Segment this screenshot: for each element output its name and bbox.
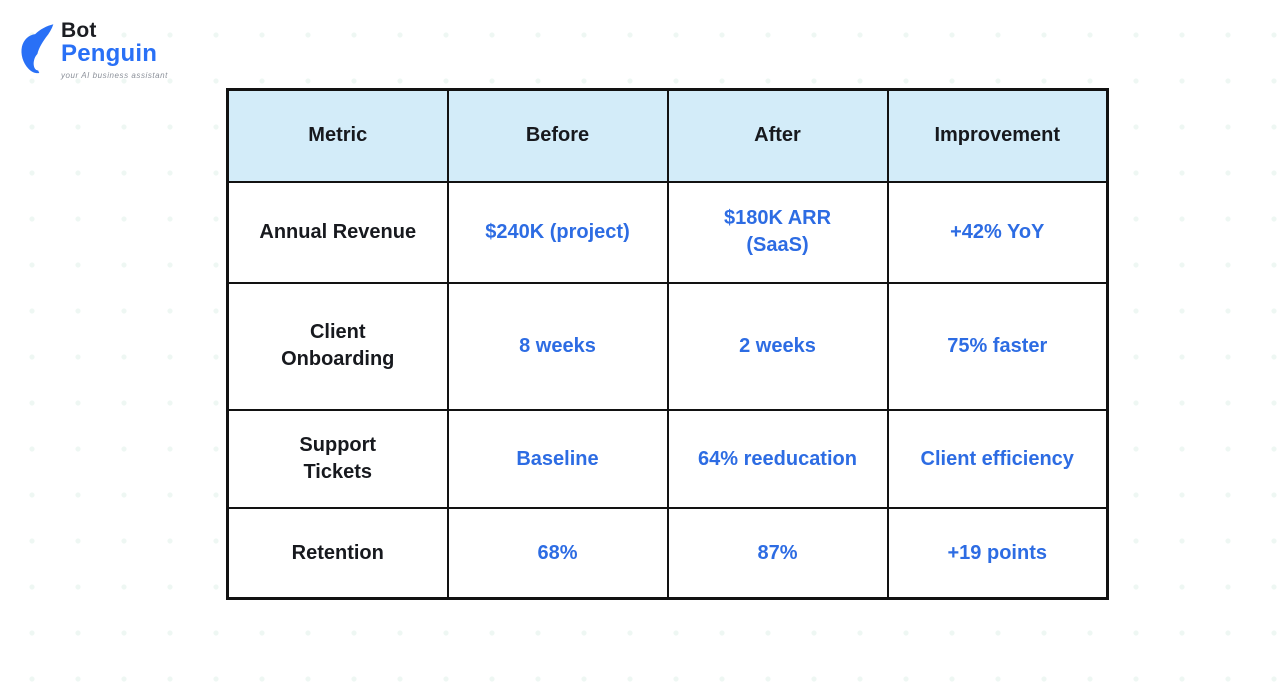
after-cell: 87%: [666, 507, 889, 600]
before-cell: 8 weeks: [446, 281, 669, 412]
logo-word-bot: Bot: [61, 19, 97, 42]
after-cell: $180K ARR (SaaS): [666, 180, 889, 284]
col-header-metric: Metric: [226, 88, 449, 183]
metrics-comparison-table: Metric Before After Improvement Annual R…: [226, 88, 1109, 600]
before-cell: $240K (project): [446, 180, 669, 284]
col-header-improvement: Improvement: [886, 88, 1109, 183]
logo-word-penguin: Penguin: [61, 40, 158, 67]
table-row: Retention 68% 87% +19 points: [226, 507, 1109, 600]
improvement-cell: +19 points: [886, 507, 1109, 600]
botpenguin-logo: Bot Penguin your AI business assistant: [17, 20, 168, 80]
metric-cell: Support Tickets: [226, 409, 449, 510]
logo-tagline: your AI business assistant: [61, 71, 168, 80]
after-cell: 2 weeks: [666, 281, 889, 412]
before-cell: 68%: [446, 507, 669, 600]
table-row: Annual Revenue $240K (project) $180K ARR…: [226, 180, 1109, 284]
improvement-cell: Client efficiency: [886, 409, 1109, 510]
improvement-cell: +42% YoY: [886, 180, 1109, 284]
table-header-row: Metric Before After Improvement: [226, 88, 1109, 183]
penguin-icon: [17, 20, 55, 76]
col-header-after: After: [666, 88, 889, 183]
table-row: Client Onboarding 8 weeks 2 weeks 75% fa…: [226, 281, 1109, 412]
table-row: Support Tickets Baseline 64% reeducation…: [226, 409, 1109, 510]
after-cell: 64% reeducation: [666, 409, 889, 510]
metric-cell: Client Onboarding: [226, 281, 449, 412]
col-header-before: Before: [446, 88, 669, 183]
improvement-cell: 75% faster: [886, 281, 1109, 412]
logo-wordmark: Bot Penguin your AI business assistant: [61, 20, 168, 80]
metric-cell: Annual Revenue: [226, 180, 449, 284]
metric-cell: Retention: [226, 507, 449, 600]
before-cell: Baseline: [446, 409, 669, 510]
